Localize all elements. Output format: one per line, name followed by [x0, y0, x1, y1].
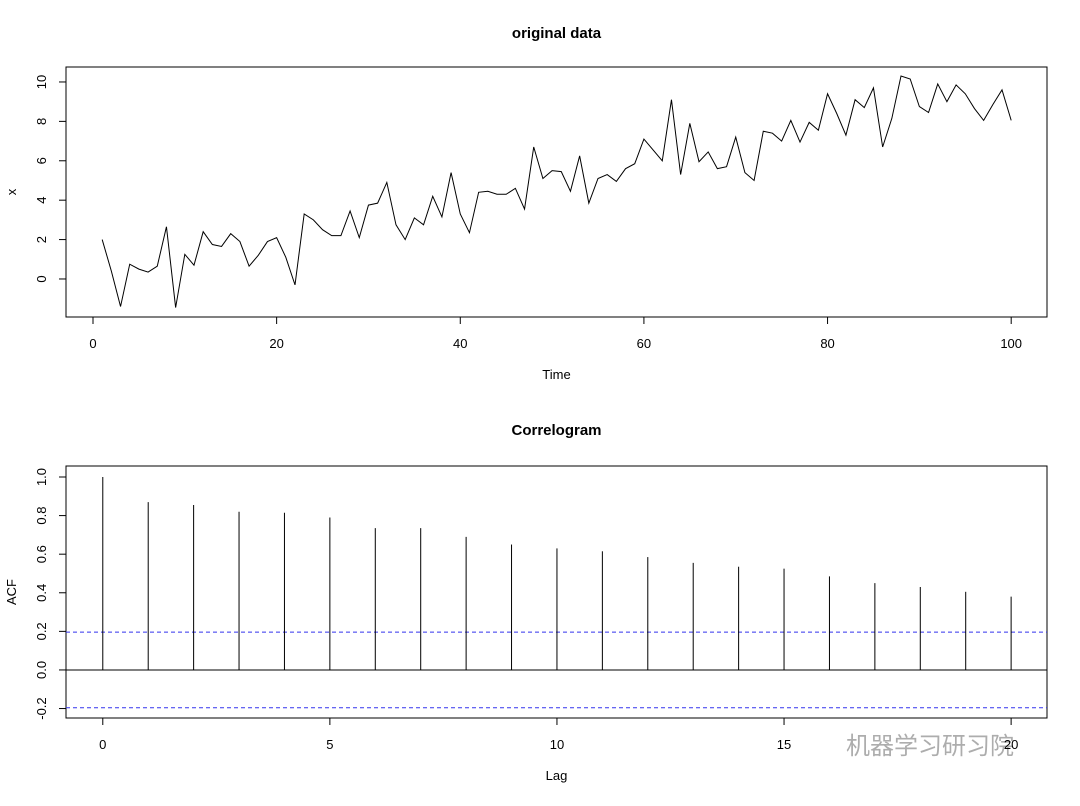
x-tick-label: 20 [269, 336, 283, 351]
x-axis-label: Lag [546, 768, 568, 783]
plot-box [65, 66, 1048, 318]
y-tick-label: 0.6 [34, 545, 49, 563]
watermark: 机器学习研习院 [846, 733, 1014, 760]
x-tick-label: 20 [1004, 737, 1018, 752]
y-tick-label: 0.8 [34, 507, 49, 525]
x-tick-label: 0 [89, 336, 96, 351]
y-tick-label: 8 [34, 118, 49, 125]
y-tick-label: 4 [34, 197, 49, 204]
chart-title: original data [512, 25, 602, 42]
y-tick-label: 0.2 [34, 622, 49, 640]
y-axis-label: ACF [4, 579, 19, 605]
x-axis-label: Time [542, 367, 570, 382]
x-tick-label: 40 [453, 336, 467, 351]
y-tick-label: -0.2 [34, 697, 49, 719]
y-axis-label: x [4, 188, 19, 195]
y-tick-label: 10 [34, 75, 49, 89]
x-tick-label: 5 [326, 737, 333, 752]
y-tick-label: 2 [34, 236, 49, 243]
chart-title: Correlogram [511, 422, 601, 439]
x-tick-label: 80 [820, 336, 834, 351]
x-tick-label: 10 [550, 737, 564, 752]
x-tick-label: 60 [637, 336, 651, 351]
data-line [101, 75, 1012, 308]
y-tick-label: 1.0 [34, 468, 49, 486]
y-tick-label: 0 [34, 275, 49, 282]
x-tick-label: 100 [1000, 336, 1022, 351]
y-tick-label: 0.4 [34, 584, 49, 602]
x-tick-label: 0 [99, 737, 106, 752]
y-tick-label: 6 [34, 157, 49, 164]
y-tick-label: 0.0 [34, 661, 49, 679]
x-tick-label: 15 [777, 737, 791, 752]
